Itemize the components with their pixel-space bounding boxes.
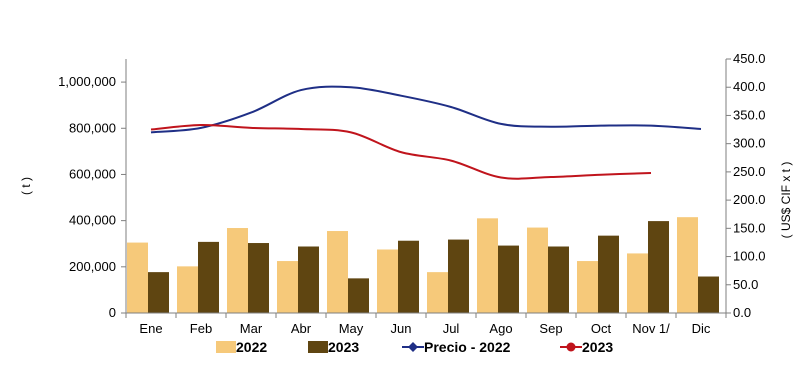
y-tick-label-right: 300.0 xyxy=(733,136,766,151)
y-tick-label-right: 350.0 xyxy=(733,107,766,122)
bar-2023-dic xyxy=(698,276,719,313)
y-tick-label-left: 800,000 xyxy=(69,120,116,135)
x-tick-label: Jun xyxy=(391,321,412,336)
y-tick-label-left: 400,000 xyxy=(69,213,116,228)
bar-2022-sep xyxy=(527,227,548,313)
bar-2023-sep xyxy=(548,246,569,313)
bar-2023-jun xyxy=(398,240,419,313)
legend-label-precio-2022: Precio - 2022 xyxy=(424,339,511,355)
line-series-precio-2022 xyxy=(150,85,702,134)
legend-label-2023-line: 2023 xyxy=(582,339,613,355)
y-tick-label-left: 0 xyxy=(109,305,116,320)
bar-2022-jul xyxy=(427,272,448,313)
bar-2022-feb xyxy=(177,266,198,313)
x-tick-label: Feb xyxy=(190,321,212,336)
y-tick-label-right: 450.0 xyxy=(733,51,766,66)
line-series-2023 xyxy=(150,124,652,180)
bar-2022-ene xyxy=(127,242,148,313)
bar-2023-abr xyxy=(298,246,319,313)
y-tick-label-right: 200.0 xyxy=(733,192,766,207)
bar-2023-may xyxy=(348,278,369,313)
x-tick-label: Sep xyxy=(539,321,562,336)
legend-label-2023: 2023 xyxy=(328,339,359,355)
y-tick-label-right: 50.0 xyxy=(733,277,758,292)
x-tick-label: Mar xyxy=(240,321,263,336)
y-tick-label-right: 400.0 xyxy=(733,79,766,94)
legend-marker-diamond-icon xyxy=(408,342,418,352)
x-tick-label: Abr xyxy=(291,321,312,336)
y-tick-label-left: 600,000 xyxy=(69,166,116,181)
x-tick-label: Dic xyxy=(692,321,711,336)
legend-label-2022: 2022 xyxy=(236,339,267,355)
bar-2023-mar xyxy=(248,243,269,313)
y-tick-label-left: 200,000 xyxy=(69,259,116,274)
bar-2023-feb xyxy=(198,241,219,313)
legend-swatch-2023 xyxy=(308,341,328,353)
bar-2023-nov1 xyxy=(648,221,669,313)
bar-2022-may xyxy=(327,231,348,313)
legend-swatch-2022 xyxy=(216,341,236,353)
bar-2022-abr xyxy=(277,261,298,313)
bar-2023-ago xyxy=(498,245,519,313)
legend-marker-circle-icon xyxy=(566,342,576,352)
y-axis-title-left: ( t ) xyxy=(19,177,33,195)
bar-2022-mar xyxy=(227,228,248,313)
y-tick-label-right: 100.0 xyxy=(733,249,766,264)
bar-2023-ene xyxy=(148,272,169,313)
y-tick-label-right: 250.0 xyxy=(733,164,766,179)
x-tick-label: Jul xyxy=(443,321,460,336)
bar-2022-ago xyxy=(477,218,498,313)
x-tick-label: Nov 1/ xyxy=(632,321,670,336)
bar-2023-jul xyxy=(448,239,469,313)
bar-2022-nov1 xyxy=(627,253,648,313)
y-tick-label-left: 1,000,000 xyxy=(58,74,116,89)
y-axis-title-right: ( US$ CIF x t ) xyxy=(779,162,793,239)
bar-2023-oct xyxy=(598,235,619,313)
x-tick-label: Oct xyxy=(591,321,612,336)
x-tick-label: Ene xyxy=(139,321,162,336)
bar-2022-jun xyxy=(377,249,398,313)
y-tick-label-right: 0.0 xyxy=(733,305,751,320)
bar-2022-dic xyxy=(677,217,698,313)
x-tick-label: Ago xyxy=(489,321,512,336)
y-tick-label-right: 150.0 xyxy=(733,220,766,235)
x-tick-label: May xyxy=(339,321,364,336)
bar-2022-oct xyxy=(577,261,598,313)
